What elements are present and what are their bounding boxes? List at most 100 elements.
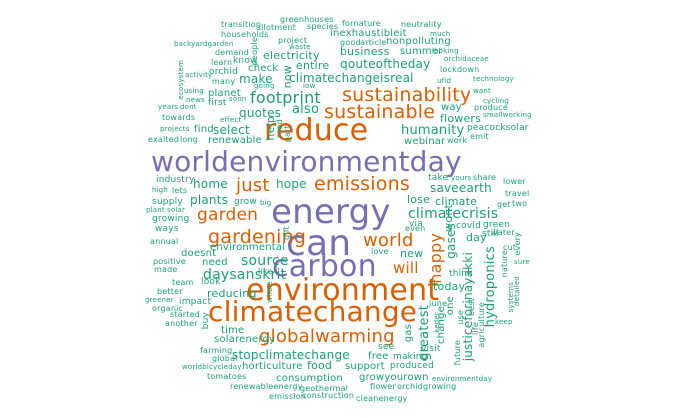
word-hope: hope: [276, 177, 307, 191]
word-backyardgarden: backyardgarden: [174, 40, 234, 48]
word-high: high: [152, 186, 169, 194]
word-climatecrisis: climatecrisis: [408, 206, 499, 222]
word-species: species: [307, 22, 339, 31]
word-emit: emit: [470, 132, 489, 141]
word-neutrality: neutrality: [401, 20, 442, 29]
word-good: good: [340, 38, 361, 47]
word-select: select: [213, 123, 250, 137]
word-environmentday: environmentday: [432, 375, 493, 383]
word-greener: greener: [145, 296, 174, 304]
word-climatechangeisreal: climatechangeisreal: [289, 71, 414, 85]
word-peacocksolar: peacocksolar: [467, 123, 529, 133]
word-make: make: [239, 72, 273, 86]
word-keep: keep: [495, 318, 513, 326]
word-want: want: [473, 87, 491, 95]
word-work: work: [447, 136, 468, 145]
word-another: another: [165, 319, 198, 328]
word-orchidgrowing: orchidgrowing: [397, 382, 457, 391]
word-can: can: [286, 223, 352, 264]
word-first: first: [208, 98, 227, 108]
word-keder: keder: [433, 312, 441, 333]
word-need: need: [202, 257, 228, 268]
word-article: article: [360, 38, 387, 47]
word-impact: impact: [179, 297, 212, 307]
word-water: water: [491, 228, 515, 237]
word-qouteoftheday: qouteoftheday: [340, 57, 431, 71]
word-annual: annual: [150, 237, 179, 246]
word-buy: buy: [201, 312, 211, 330]
word-much: much: [430, 30, 451, 38]
word-solarenergy: solarenergy: [214, 334, 276, 345]
word-emissions: emissions: [314, 173, 410, 195]
word-world: world: [363, 230, 414, 251]
word-started: started: [170, 310, 201, 319]
word-environmental: environmental: [210, 242, 286, 253]
word-planet: planet: [208, 88, 241, 99]
word-many: many: [212, 77, 236, 86]
word-best: best: [467, 298, 476, 317]
word-sure: sure: [514, 258, 530, 266]
word-using: using: [184, 87, 204, 95]
word-growing: growing: [152, 214, 190, 224]
word-towards: towards: [162, 113, 196, 122]
word-waste: waste: [289, 43, 311, 51]
word-source: source: [241, 253, 289, 269]
word-allotment: allotment: [256, 23, 297, 32]
word-nonpolluting: nonpolluting: [386, 36, 451, 47]
word-reduce: reduce: [264, 113, 369, 148]
word-demand: demand: [215, 48, 250, 57]
word-now: now: [281, 65, 294, 89]
word-two: two: [512, 199, 528, 208]
word-exalted: exalted: [148, 135, 180, 144]
word-new: new: [400, 247, 424, 260]
word-humanity: humanity: [401, 123, 465, 138]
word-sustainability: sustainability: [342, 84, 472, 106]
word-look: look: [201, 277, 221, 287]
word-dont: dont: [180, 103, 197, 111]
word-check: check: [248, 63, 279, 74]
word-use: use: [456, 310, 465, 325]
word-growyourown: growyourown: [359, 372, 429, 383]
word-today: today: [433, 280, 466, 293]
word-find: find: [194, 124, 214, 135]
word-food: food: [307, 359, 333, 372]
word-lockdown: lockdown: [440, 65, 480, 74]
word-news: news: [186, 96, 205, 104]
word-even: even: [405, 224, 426, 233]
word-team: team: [172, 278, 194, 287]
word-time: time: [221, 325, 245, 336]
word-going: going: [254, 82, 275, 90]
word-cleanenergy: cleanenergy: [356, 394, 408, 403]
word-worldenvironmentday: worldenvironmentday: [151, 145, 462, 178]
word-reducing: reducing: [207, 287, 257, 300]
word-june: june: [429, 299, 448, 308]
word-nature: nature: [500, 250, 509, 278]
word-inexhaustibleit: inexhaustibleit: [330, 28, 407, 39]
word-emission: emission: [269, 392, 307, 401]
word-happy: happy: [426, 233, 445, 284]
word-project: project: [278, 36, 308, 45]
word-solar: solar: [167, 206, 186, 214]
word-one: one: [445, 296, 456, 316]
word-lose: lose: [407, 193, 431, 206]
word-share: share: [473, 173, 497, 182]
word-horticulture: horticulture: [242, 361, 303, 372]
word-environment: environment: [246, 273, 440, 308]
word-support: support: [345, 361, 385, 372]
word-life: life: [471, 322, 480, 335]
word-yours: yours: [451, 174, 472, 182]
word-global: global: [212, 354, 238, 363]
word-positive: positive: [153, 257, 186, 266]
word-making: making: [393, 352, 428, 362]
word-quotes: quotes: [239, 106, 282, 120]
word-technology: technology: [473, 75, 514, 83]
word-ways: ways: [155, 224, 179, 234]
word-green: green: [483, 220, 510, 230]
word-detailed: detailed: [513, 276, 521, 307]
word-also: also: [292, 102, 320, 117]
word-electricity: electricity: [263, 49, 320, 62]
word-greenhouses: greenhouses: [280, 15, 334, 24]
word-future: future: [453, 340, 462, 366]
word-daysanskrit: daysanskrit: [203, 267, 287, 283]
